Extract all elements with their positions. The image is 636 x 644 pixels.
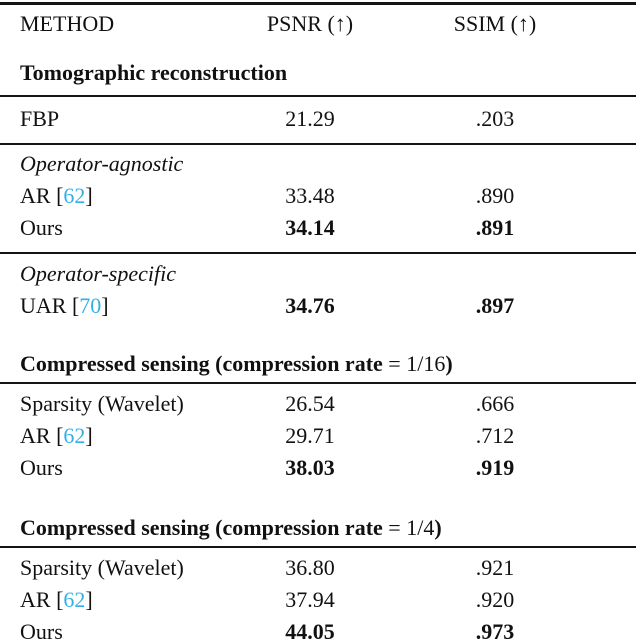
ssim-value: .921: [475, 555, 515, 580]
section-heading-cs-116: Compressed sensing (compression rate = 1…: [0, 348, 636, 380]
method-cell: AR [62]: [20, 584, 220, 616]
citation-bracket: [: [56, 183, 64, 208]
citation-link[interactable]: 70: [79, 293, 102, 318]
method-cell: Sparsity (Wavelet): [20, 388, 220, 420]
section-heading-text: Tomographic reconstruction: [20, 60, 288, 85]
table-row-sparsity: Sparsity (Wavelet) 36.80 .921: [0, 552, 636, 584]
rule: [0, 252, 636, 254]
method-cell: AR [62]: [20, 420, 220, 452]
method-label: Ours: [20, 215, 63, 240]
section-heading-text: Compressed sensing (compression rate: [20, 351, 389, 376]
rule: [0, 95, 636, 97]
ssim-value: .897: [475, 293, 515, 318]
psnr-value: 34.14: [285, 215, 335, 240]
column-header-ssim: SSIM (↑): [453, 11, 537, 36]
section-heading-math: = 1/4: [388, 515, 435, 540]
section-heading-close: ): [445, 351, 453, 376]
psnr-value: 26.54: [285, 391, 335, 416]
psnr-value: 33.48: [285, 183, 335, 208]
table-header-row: METHOD PSNR (↑) SSIM (↑): [0, 5, 636, 43]
method-cell: FBP: [20, 103, 220, 135]
ssim-value: .919: [475, 455, 515, 480]
column-header-method: METHOD: [20, 11, 115, 36]
method-label: FBP: [20, 106, 60, 131]
ssim-value: .890: [475, 183, 515, 208]
method-label: AR: [20, 423, 57, 448]
citation-bracket: ]: [85, 423, 93, 448]
psnr-value: 38.03: [285, 455, 335, 480]
group-label-operator-specific: Operator-specific: [20, 261, 176, 286]
rule: [0, 143, 636, 145]
citation-bracket: [: [71, 293, 80, 318]
ssim-value: .891: [475, 215, 515, 240]
psnr-value: 36.80: [285, 555, 335, 580]
table-row-fbp: FBP 21.29 .203: [0, 103, 636, 135]
citation-link[interactable]: 62: [63, 423, 86, 448]
method-label: AR: [20, 183, 57, 208]
citation-bracket: [: [56, 587, 64, 612]
method-label: UAR: [20, 293, 72, 318]
method-label: Ours: [20, 455, 63, 480]
method-cell: Ours: [20, 616, 220, 644]
method-cell: Sparsity (Wavelet): [20, 552, 220, 584]
table-row-ar: AR [62] 37.94 .920: [0, 584, 636, 616]
rule: [0, 546, 636, 548]
section-heading-text: Compressed sensing (compression rate: [20, 515, 389, 540]
column-header-psnr: PSNR (↑): [266, 11, 354, 36]
psnr-value: 37.94: [285, 587, 335, 612]
table-row-sparsity: Sparsity (Wavelet) 26.54 .666: [0, 388, 636, 420]
psnr-value: 44.05: [285, 619, 335, 644]
method-cell: AR [62]: [20, 180, 220, 212]
rule: [0, 382, 636, 384]
method-cell: UAR [70]: [20, 290, 220, 322]
citation-bracket: ]: [85, 587, 93, 612]
table-row-ours: Ours 34.14 .891: [0, 212, 636, 244]
section-heading-math: = 1/16: [388, 351, 446, 376]
table-row-ar: AR [62] 33.48 .890: [0, 180, 636, 212]
method-label: Sparsity (Wavelet): [20, 391, 184, 416]
ssim-value: .666: [475, 391, 515, 416]
section-heading-cs-14: Compressed sensing (compression rate = 1…: [0, 512, 636, 544]
citation-link[interactable]: 62: [63, 587, 86, 612]
method-cell: Ours: [20, 452, 220, 484]
table-top-rule: [0, 2, 636, 5]
table-row-ours: Ours 38.03 .919: [0, 452, 636, 484]
section-heading-tomographic: Tomographic reconstruction: [0, 57, 636, 89]
method-label: Sparsity (Wavelet): [20, 555, 184, 580]
citation-bracket: ]: [101, 293, 109, 318]
ssim-value: .712: [475, 423, 515, 448]
method-cell: Ours: [20, 212, 220, 244]
psnr-value: 29.71: [285, 423, 335, 448]
citation-bracket: [: [56, 423, 64, 448]
table-row-ar: AR [62] 29.71 .712: [0, 420, 636, 452]
ssim-value: .973: [475, 619, 515, 644]
ssim-value: .920: [475, 587, 515, 612]
citation-bracket: ]: [85, 183, 93, 208]
citation-link[interactable]: 62: [63, 183, 86, 208]
psnr-value: 21.29: [285, 106, 335, 131]
ssim-value: .203: [475, 106, 515, 131]
method-label: AR: [20, 587, 57, 612]
table-row-uar: UAR [70] 34.76 .897: [0, 290, 636, 322]
table-row-ours: Ours 44.05 .973: [0, 616, 636, 644]
group-label-operator-agnostic: Operator-agnostic: [20, 151, 184, 176]
psnr-value: 34.76: [285, 293, 335, 318]
method-label: Ours: [20, 619, 63, 644]
section-heading-close: ): [434, 515, 442, 540]
